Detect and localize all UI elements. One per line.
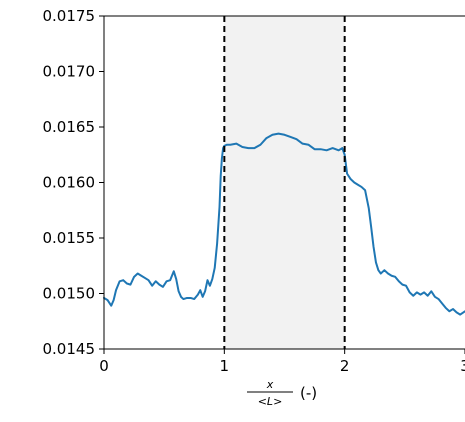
plot-area	[103, 15, 465, 350]
y-tick-label: 0.0145	[43, 340, 96, 358]
x-axis-label: x <L> (-)	[247, 378, 317, 408]
x-tick-label: 3	[460, 357, 465, 375]
y-tick-label: 0.0175	[43, 7, 96, 25]
x-axis-label-unit: (-)	[300, 384, 317, 402]
y-axis: 0.0145 0.0150 0.0155 0.0160 0.0165 0.0170 0.01…	[43, 7, 104, 358]
y-tick-label: 0.0170	[43, 63, 96, 81]
series-line-0	[103, 132, 465, 316]
y-tick-label: 0.0165	[43, 118, 96, 136]
shaded-region	[224, 16, 345, 349]
x-tick-label: 2	[340, 357, 350, 375]
y-tick-label: 0.0155	[43, 229, 96, 247]
x-axis-label-numerator: x	[266, 378, 274, 391]
x-axis: 0 1 2 3	[99, 349, 465, 375]
x-tick-label: 0	[99, 357, 109, 375]
y-tick-label: 0.0160	[43, 174, 96, 192]
x-axis-label-denominator: <L>	[258, 395, 283, 408]
y-tick-label: 0.0150	[43, 285, 96, 303]
x-tick-label: 1	[220, 357, 230, 375]
